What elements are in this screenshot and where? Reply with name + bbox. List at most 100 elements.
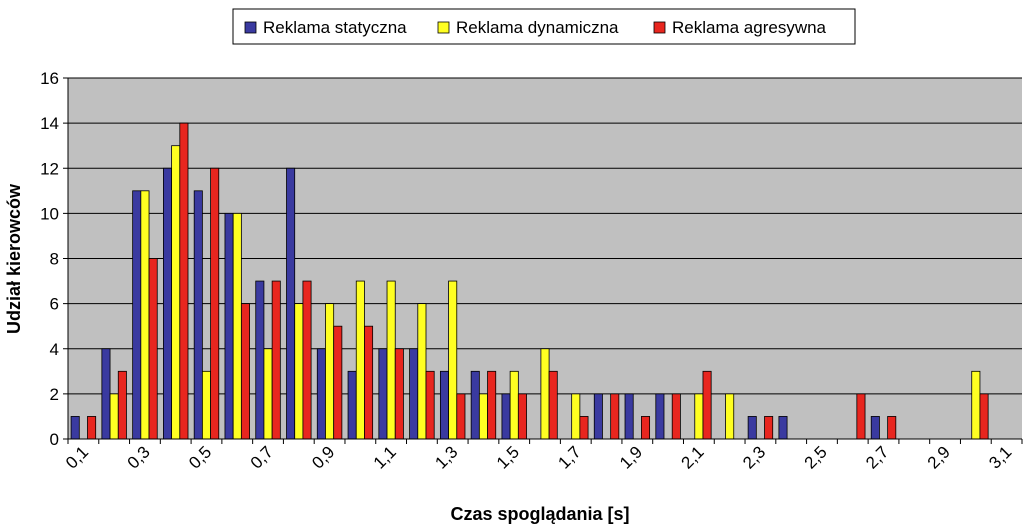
x-tick-label: 0,5 (185, 442, 215, 472)
bar-reklama-agresywna-0,3 (148, 258, 158, 440)
x-tick-labels: 0,1 0,3 0,5 0,7 0,9 1,1 1,3 1,5 1,7 1,9 2,1 2,3 2,5 2… (62, 442, 1015, 472)
bar-reklama-agresywna-1,9 (641, 416, 651, 440)
bar-reklama-agresywna-3,0 (979, 393, 989, 440)
bar-reklama-dynamiczna-0,5 (201, 370, 211, 440)
bar-reklama-dynamiczna-1,2 (417, 303, 427, 440)
bar-reklama-agresywna-1,2 (425, 370, 435, 440)
bar-reklama-dynamiczna-1,7 (571, 393, 581, 440)
y-tick-label: 4 (50, 340, 59, 359)
y-tick-label: 12 (40, 159, 59, 178)
legend-item: Reklama agresywna (653, 18, 827, 37)
bar-reklama-dynamiczna-1,1 (386, 280, 396, 440)
bar-reklama-dynamiczna-0,9 (325, 303, 335, 440)
bar-reklama-agresywna-1,3 (456, 393, 466, 440)
legend-swatch (437, 21, 450, 34)
x-tick-label: 1,3 (431, 442, 461, 472)
bar-reklama-agresywna-0,2 (117, 370, 127, 440)
y-tick-label: 16 (40, 69, 59, 88)
bar-reklama-statyczna-2,7 (870, 416, 880, 440)
bar-reklama-agresywna-2,1 (702, 370, 712, 440)
y-tick-labels: 0 2 4 6 8 10 12 14 16 (40, 69, 68, 449)
bar-reklama-dynamiczna-0,3 (140, 190, 150, 440)
x-tick-label: 1,9 (616, 442, 646, 472)
legend-item: Reklama dynamiczna (437, 18, 619, 37)
bars (70, 122, 989, 440)
bar-reklama-dynamiczna-1,3 (448, 280, 458, 440)
x-tick-label: 0,9 (308, 442, 338, 472)
bar-reklama-agresywna-1,5 (517, 393, 527, 440)
bar-reklama-agresywna-1,0 (364, 325, 374, 440)
x-tick-label: 0,3 (124, 442, 154, 472)
y-tick-label: 14 (40, 114, 59, 133)
bar-reklama-agresywna-2,6 (856, 393, 866, 440)
bar-reklama-statyczna-1,2 (409, 348, 419, 440)
bar-reklama-statyczna-0,6 (224, 212, 234, 440)
bar-reklama-dynamiczna-1,5 (509, 370, 519, 440)
bar-reklama-agresywna-0,5 (210, 167, 220, 440)
bar-reklama-dynamiczna-0,8 (294, 303, 304, 440)
bar-reklama-dynamiczna-0,7 (263, 348, 273, 440)
bar-reklama-dynamiczna-2,1 (694, 393, 704, 440)
bar-reklama-statyczna-1,8 (593, 393, 603, 440)
bar-reklama-statyczna-0,9 (316, 348, 326, 440)
x-tick-label: 2,5 (801, 442, 831, 472)
x-tick-label: 1,1 (370, 442, 400, 472)
bar-reklama-statyczna-1,3 (439, 370, 449, 440)
bar-reklama-agresywna-1,1 (394, 348, 404, 440)
bar-reklama-statyczna-0,7 (255, 280, 265, 440)
bar-reklama-agresywna-0,6 (240, 303, 250, 440)
x-tick-label: 2,3 (739, 442, 769, 472)
bar-reklama-statyczna-1,9 (624, 393, 634, 440)
bar-reklama-dynamiczna-0,4 (171, 145, 181, 440)
x-tick-label: 2,1 (678, 442, 708, 472)
bar-reklama-dynamiczna-3,0 (971, 370, 981, 440)
bar-reklama-agresywna-0,8 (302, 280, 312, 440)
bar-reklama-dynamiczna-0,6 (232, 212, 242, 440)
x-tick-label: 1,5 (493, 442, 523, 472)
x-tick-label: 0,7 (247, 442, 277, 472)
x-axis-title: Czas spoglądania [s] (450, 504, 629, 524)
bar-reklama-agresywna-1,4 (487, 370, 497, 440)
bar-reklama-statyczna-2,0 (655, 393, 665, 440)
bar-reklama-agresywna-0,9 (333, 325, 343, 440)
bar-reklama-dynamiczna-1,6 (540, 348, 550, 440)
y-tick-label: 2 (50, 385, 59, 404)
bar-reklama-agresywna-0,1 (87, 416, 97, 440)
y-tick-label: 8 (50, 250, 59, 269)
x-tick-label: 2,7 (862, 442, 892, 472)
legend-swatch (244, 21, 257, 34)
bar-reklama-statyczna-1,0 (347, 370, 357, 440)
bar-reklama-dynamiczna-1,4 (478, 393, 488, 440)
bar-reklama-statyczna-2,3 (747, 416, 757, 440)
y-axis-title: Udział kierowców (4, 183, 24, 334)
bar-reklama-statyczna-1,5 (501, 393, 511, 440)
bar-reklama-statyczna-1,1 (378, 348, 388, 440)
bar-reklama-agresywna-2,0 (671, 393, 681, 440)
bar-reklama-statyczna-0,5 (193, 190, 203, 440)
bar-reklama-dynamiczna-2,2 (725, 393, 735, 440)
bar-reklama-agresywna-1,6 (548, 370, 558, 440)
legend-label: Reklama agresywna (672, 18, 827, 37)
legend-box (232, 8, 856, 45)
bar-reklama-agresywna-2,3 (764, 416, 774, 440)
bar-reklama-dynamiczna-1,0 (355, 280, 365, 440)
legend: Reklama statyczna Reklama dynamiczna Rekla… (232, 8, 856, 45)
bar-reklama-statyczna-0,2 (101, 348, 111, 440)
bar-reklama-statyczna-0,4 (163, 167, 173, 440)
bar-reklama-statyczna-0,3 (132, 190, 142, 440)
legend-item: Reklama statyczna (244, 18, 407, 37)
bar-reklama-agresywna-2,7 (887, 416, 897, 440)
y-tick-label: 0 (50, 430, 59, 449)
bar-reklama-agresywna-0,4 (179, 122, 189, 440)
bar-reklama-dynamiczna-0,2 (109, 393, 119, 440)
legend-swatch (653, 21, 666, 34)
bar-reklama-agresywna-1,7 (579, 416, 589, 440)
bar-reklama-statyczna-0,8 (286, 167, 296, 440)
y-tick-label: 6 (50, 295, 59, 314)
bar-reklama-agresywna-0,7 (271, 280, 281, 440)
bar-reklama-statyczna-1,4 (470, 370, 480, 440)
x-tick-label: 3,1 (985, 442, 1015, 472)
bar-reklama-statyczna-0,1 (70, 416, 80, 440)
